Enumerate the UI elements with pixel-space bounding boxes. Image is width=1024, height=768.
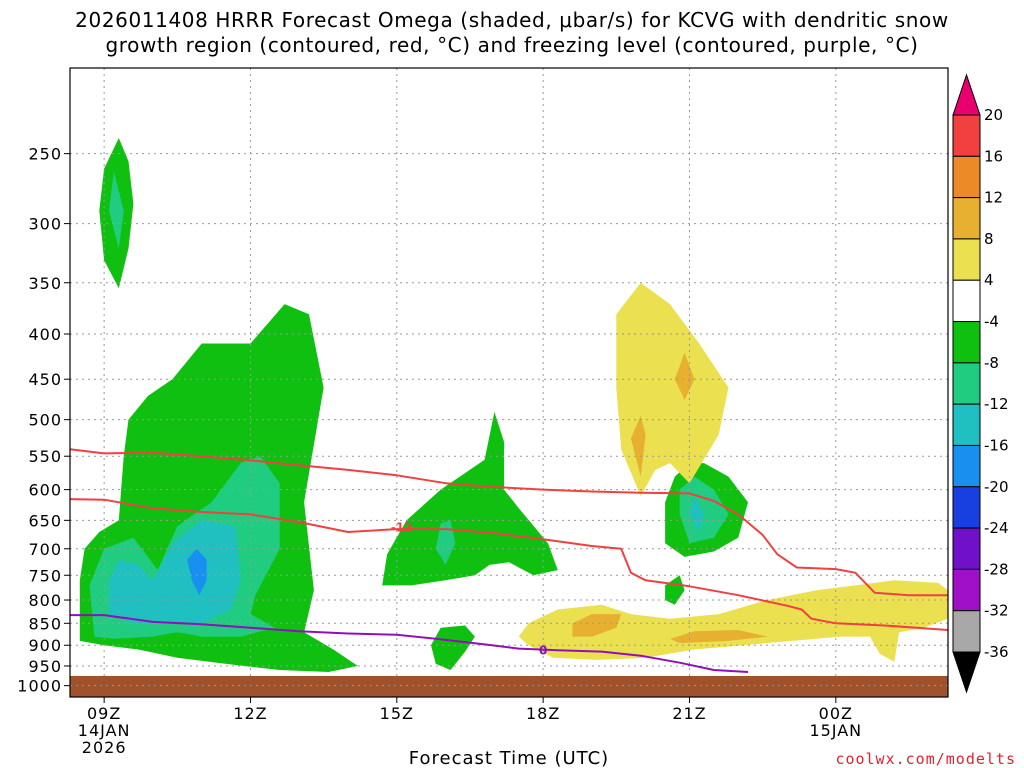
y-tick-label: 850 [28,614,62,633]
x-tick-label: 12Z [233,704,267,723]
omega-region-12 [689,496,705,532]
colorbar-label: 16 [984,147,1003,165]
omega-region-14 [630,415,646,477]
colorbar-band [952,403,981,446]
x-tick-label: 09Z [87,704,121,723]
temperature-contours: -12 0 [69,448,949,673]
colorbar-label: -36 [984,643,1009,661]
y-tick-label: 500 [28,411,62,430]
x-tick-label: 18Z [526,704,560,723]
colorbar-band [952,568,981,612]
y-tick-label: 950 [28,657,62,676]
x-tick-label: 21Z [672,704,706,723]
omega-region-9 [665,575,685,605]
omega-region-5 [109,171,124,249]
contour-line-0 [69,448,948,597]
colorbar-label: -12 [984,395,1009,413]
colorbar-label: 4 [984,271,994,289]
colorbar-band [952,321,981,364]
colorbar-band [952,114,981,157]
omega-region-3 [187,548,207,596]
omega-region-15 [674,352,695,400]
y-tick-label: 750 [28,566,62,585]
colorbar-label: 20 [984,106,1003,124]
colorbar-label: -24 [984,519,1009,537]
grid-lines [70,68,948,687]
y-tick-label: 400 [28,325,62,344]
omega-region-6 [382,411,558,586]
x-tick-date: 14JAN [78,721,131,740]
omega-shading [79,138,948,672]
colorbar-band [952,610,981,653]
colorbar-band [952,197,981,240]
y-tick-label: 250 [28,145,62,164]
colorbar-band [952,362,981,405]
contour-line-1 [69,498,949,631]
omega-region-8 [431,625,475,670]
colorbar-label: -20 [984,478,1009,496]
omega-region-7 [435,520,456,565]
colorbar-band [952,155,981,199]
y-tick-label: 650 [28,511,62,530]
y-tick-label: 700 [28,540,62,559]
chart-title-line1: 2026011408 HRRR Forecast Omega (shaded, … [75,8,949,32]
colorbar-label: 8 [984,230,994,248]
y-tick-label: 450 [28,370,62,389]
contour-line-2 [70,614,749,673]
y-tick-label: 550 [28,447,62,466]
x-tick-year: 2026 [82,738,127,757]
colorbar: 20 16 12 8 4 -4 -8 -12 -16 -20 -24 -28 -32 -36 [952,73,1009,694]
contour-label: -12 [391,520,413,534]
colorbar-label: -28 [984,560,1009,578]
x-tick-label: 00Z [819,704,853,723]
x-axis-title: Forecast Time (UTC) [409,748,609,768]
colorbar-label: -16 [984,436,1009,454]
y-tick-label: 900 [28,636,62,655]
colorbar-band [952,238,981,281]
plot-frame [69,67,949,698]
colorbar-top-arrow [952,73,981,116]
colorbar-label: 12 [984,189,1003,207]
colorbar-band [952,444,981,488]
omega-region-13 [616,282,729,496]
omega-region-2 [109,520,241,624]
colorbar-label: -32 [984,602,1009,620]
y-tick-label: 600 [28,481,62,500]
x-tick-date: 15JAN [809,721,862,740]
omega-region-17 [572,614,622,637]
y-tick-label: 1000 [17,677,62,696]
contour-label: 0 [539,643,547,657]
colorbar-label: -4 [984,313,999,331]
colorbar-band [952,279,981,323]
ground-fill [70,675,948,697]
colorbar-band [952,527,981,570]
x-tick-label: 15Z [380,704,414,723]
colorbar-band [952,486,981,529]
colorbar-bottom-arrow [952,651,981,694]
y-tick-label: 800 [28,591,62,610]
omega-region-16 [518,580,948,662]
omega-region-18 [670,630,768,644]
y-axis-ticks: 250 300 350 400 450 500 550 600 650 700 750 800 850 9… [17,145,70,696]
colorbar-label: -8 [984,354,999,372]
y-tick-label: 350 [28,274,62,293]
watermark-text: coolwx.com/modelts [835,750,1016,768]
chart-title-line2: growth region (contoured, red, °C) and f… [105,33,919,57]
y-tick-label: 300 [28,215,62,234]
